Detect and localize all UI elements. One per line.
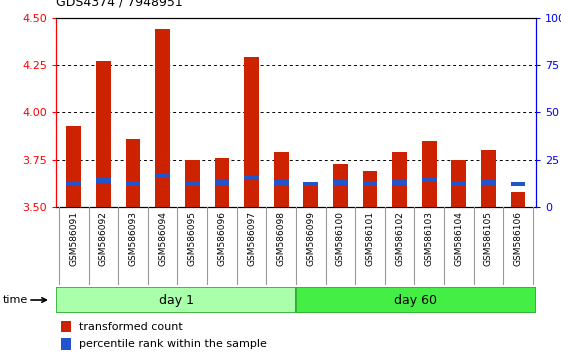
Bar bbox=[126, 139, 140, 207]
Bar bbox=[274, 152, 288, 207]
Bar bbox=[452, 160, 466, 207]
Bar bbox=[481, 180, 496, 185]
Text: GSM586094: GSM586094 bbox=[158, 211, 167, 266]
Text: GSM586100: GSM586100 bbox=[336, 211, 345, 266]
Bar bbox=[244, 175, 259, 179]
Bar bbox=[511, 182, 526, 186]
Bar bbox=[61, 321, 71, 332]
Text: GSM586098: GSM586098 bbox=[277, 211, 286, 266]
Bar bbox=[422, 141, 436, 207]
Text: transformed count: transformed count bbox=[79, 322, 182, 332]
Bar bbox=[362, 171, 378, 207]
Bar bbox=[185, 160, 200, 207]
Text: GSM586104: GSM586104 bbox=[454, 211, 463, 266]
Bar bbox=[333, 164, 348, 207]
Text: GSM586093: GSM586093 bbox=[128, 211, 137, 266]
Text: day 60: day 60 bbox=[394, 293, 438, 307]
Bar bbox=[185, 181, 200, 186]
Text: GSM586091: GSM586091 bbox=[70, 211, 79, 266]
Bar bbox=[296, 287, 536, 313]
Bar bbox=[511, 192, 526, 207]
Text: GDS4374 / 7948951: GDS4374 / 7948951 bbox=[56, 0, 183, 9]
Text: GSM586105: GSM586105 bbox=[484, 211, 493, 266]
Text: GSM586097: GSM586097 bbox=[247, 211, 256, 266]
Text: GSM586103: GSM586103 bbox=[425, 211, 434, 266]
Bar bbox=[96, 178, 111, 183]
Text: GSM586106: GSM586106 bbox=[513, 211, 522, 266]
Text: GSM586092: GSM586092 bbox=[99, 211, 108, 266]
Bar bbox=[155, 173, 170, 178]
Bar bbox=[274, 180, 288, 185]
Bar bbox=[155, 29, 170, 207]
Text: GSM586102: GSM586102 bbox=[395, 211, 404, 266]
Bar bbox=[481, 150, 496, 207]
Bar bbox=[452, 182, 466, 186]
Text: percentile rank within the sample: percentile rank within the sample bbox=[79, 339, 266, 349]
Bar bbox=[362, 181, 378, 186]
Bar bbox=[66, 181, 81, 185]
Bar bbox=[214, 180, 229, 185]
Bar bbox=[96, 61, 111, 207]
Text: day 1: day 1 bbox=[159, 293, 194, 307]
Bar bbox=[304, 182, 318, 186]
Text: GSM586099: GSM586099 bbox=[306, 211, 315, 266]
Bar bbox=[61, 338, 71, 349]
Bar bbox=[56, 287, 296, 313]
Bar bbox=[304, 184, 318, 207]
Bar bbox=[244, 57, 259, 207]
Text: GSM586101: GSM586101 bbox=[365, 211, 374, 266]
Text: GSM586095: GSM586095 bbox=[188, 211, 197, 266]
Bar bbox=[214, 158, 229, 207]
Bar bbox=[126, 181, 140, 186]
Text: time: time bbox=[3, 295, 28, 305]
Bar bbox=[392, 152, 407, 207]
Bar bbox=[392, 180, 407, 185]
Bar bbox=[422, 178, 436, 182]
Text: GSM586096: GSM586096 bbox=[218, 211, 227, 266]
Bar bbox=[66, 126, 81, 207]
Bar bbox=[333, 180, 348, 185]
